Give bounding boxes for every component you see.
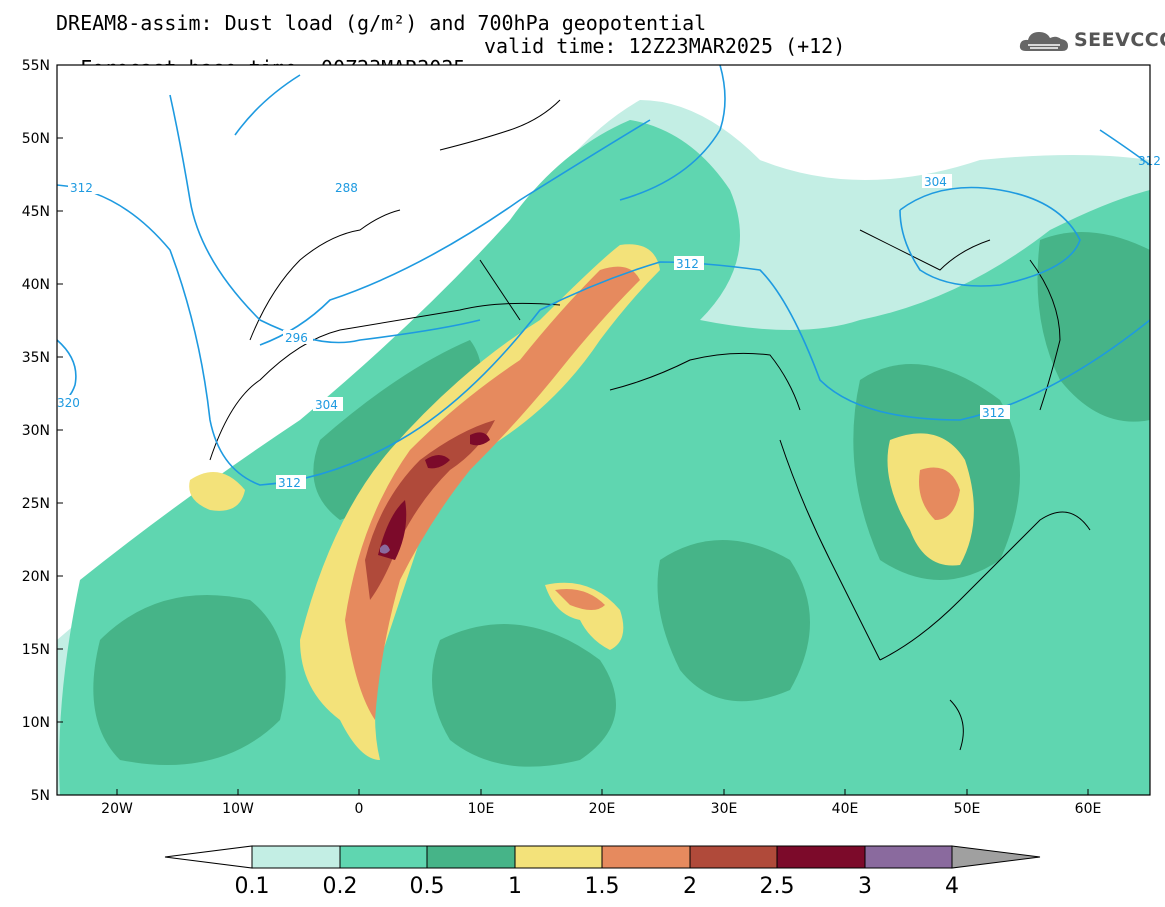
lat-axis: 55N 50N 45N 40N 35N 30N 25N 20N 15N 10N …	[22, 58, 63, 804]
contour-label: 312	[70, 181, 93, 195]
lon-label: 60E	[1075, 801, 1102, 817]
lat-label: 10N	[22, 715, 50, 731]
lon-label: 20W	[101, 801, 133, 817]
contour-label: 304	[315, 398, 338, 412]
lat-label: 15N	[22, 642, 50, 658]
colorbar-segment	[601, 845, 691, 869]
seevccc-logo: SEEVCCC	[1018, 27, 1165, 57]
colorbar-label: 2.5	[760, 874, 795, 899]
contour-label-group: 312 288 296 304 312 312 320 304 312 312	[57, 154, 1161, 490]
colorbar-segment	[776, 845, 866, 869]
lon-label: 30E	[711, 801, 738, 817]
colorbar-label: 3	[858, 874, 872, 899]
lon-axis: 20W 10W 0 10E 20E 30E 40E 50E 60E	[101, 789, 1101, 817]
colorbar-segment	[514, 845, 603, 869]
valid-time-text: valid time: 12Z23MAR2025 (+12)	[484, 34, 846, 58]
map-title: DREAM8-assim: Dust load (g/m²) and 700hP…	[56, 11, 707, 35]
lat-label: 30N	[22, 423, 50, 439]
colorbar-segment	[251, 845, 341, 869]
coastlines	[209, 99, 1091, 751]
colorbar-label: 0.5	[410, 874, 445, 899]
colorbar-label: 0.2	[323, 874, 358, 899]
colorbar-label: 0.1	[235, 874, 270, 899]
lon-label: 50E	[954, 801, 981, 817]
lat-label: 25N	[22, 496, 50, 512]
lat-label: 50N	[22, 131, 50, 147]
lat-label: 40N	[22, 277, 50, 293]
contour-label: 312	[278, 476, 301, 490]
colorbar-label: 4	[945, 874, 959, 899]
colorbar-label: 1.5	[585, 874, 620, 899]
colorbar-segment	[864, 845, 953, 869]
dust-field	[57, 65, 1150, 795]
contour-label: 312	[982, 406, 1005, 420]
colorbar-over-triangle	[951, 845, 1041, 869]
lat-label: 5N	[31, 788, 50, 804]
lat-label: 45N	[22, 204, 50, 220]
colorbar: 0.1 0.2 0.5 1 1.5 2 2.5 3 4	[164, 845, 1041, 899]
colorbar-segment	[426, 845, 516, 869]
colorbar-labels: 0.1 0.2 0.5 1 1.5 2 2.5 3 4	[235, 874, 960, 899]
contour-label: 288	[335, 181, 358, 195]
colorbar-label: 1	[508, 874, 522, 899]
contour-label: 320	[57, 396, 80, 410]
lon-label: 10E	[468, 801, 495, 817]
lat-label: 20N	[22, 569, 50, 585]
lon-label: 40E	[832, 801, 859, 817]
cloud-icon	[1019, 32, 1068, 51]
colorbar-label: 2	[683, 874, 697, 899]
colorbar-segment	[689, 845, 778, 869]
lon-label: 10W	[222, 801, 254, 817]
lat-label: 55N	[22, 58, 50, 74]
lat-label: 35N	[22, 350, 50, 366]
contour-label: 312	[676, 257, 699, 271]
logo-text: SEEVCCC	[1074, 29, 1165, 51]
contour-label: 304	[924, 175, 947, 189]
colorbar-segment	[339, 845, 428, 869]
colorbar-under-triangle	[164, 845, 253, 869]
contour-label: 296	[285, 331, 308, 345]
lon-label: 0	[355, 801, 364, 817]
lon-label: 20E	[589, 801, 616, 817]
